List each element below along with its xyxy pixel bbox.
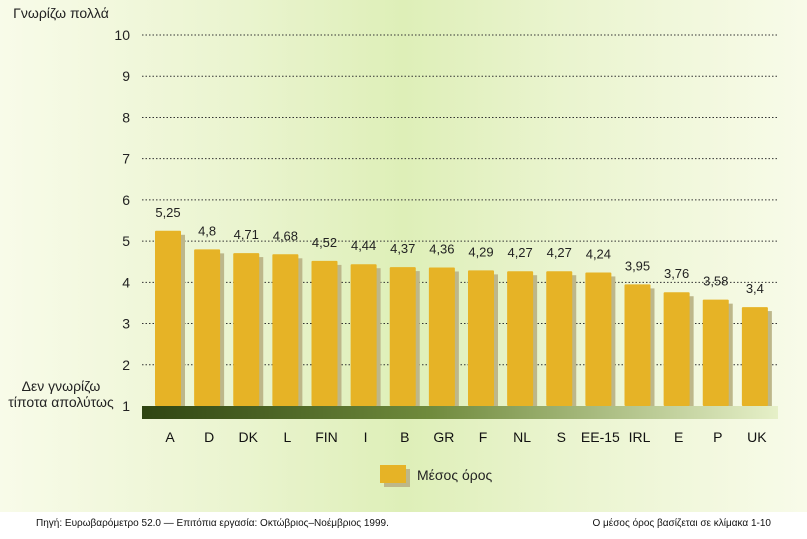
- source-note: Πηγή: Ευρωβαρόμετρο 52.0 — Επιτόπια εργα…: [36, 518, 389, 529]
- bar: [311, 260, 338, 406]
- value-label: 3,58: [703, 274, 728, 289]
- x-tick-label: B: [400, 429, 409, 445]
- y-tick-label: 5: [122, 233, 130, 249]
- y-tick-label: 2: [122, 357, 130, 373]
- x-tick-label: NL: [513, 429, 531, 445]
- x-tick-label: P: [713, 429, 722, 445]
- x-axis-band: [142, 406, 778, 419]
- value-label: 4,52: [312, 235, 337, 250]
- bar: [428, 267, 455, 406]
- bar: [546, 271, 573, 406]
- legend-label: Μέσος όρος: [417, 467, 493, 483]
- bar: [468, 270, 494, 406]
- bar-chart: 1 2 3 4 5 6 7 8 9 10 5,25 A 4,8 D 4,71 DK 4,68 L 4,52 FIN 4…: [114, 27, 778, 487]
- bar: [155, 230, 181, 406]
- y-tick-label: 8: [122, 109, 130, 125]
- y-tick-label: 3: [122, 316, 130, 332]
- bar: [507, 271, 534, 406]
- value-label: 4,24: [586, 246, 611, 261]
- value-label: 3,95: [625, 258, 650, 273]
- x-tick-label: S: [557, 429, 566, 445]
- x-tick-label: D: [204, 429, 214, 445]
- x-tick-label: IRL: [629, 429, 651, 445]
- y-tick-label: 7: [122, 151, 130, 167]
- bar: [350, 264, 377, 406]
- x-tick-label: I: [364, 429, 368, 445]
- y-tick-label: 10: [114, 27, 130, 43]
- legend-swatch: [380, 465, 406, 483]
- bar: [624, 284, 651, 406]
- x-tick-label: DK: [239, 429, 259, 445]
- value-label: 4,71: [234, 227, 259, 242]
- bar: [272, 254, 299, 406]
- value-label: 4,68: [273, 228, 298, 243]
- value-label: 4,27: [547, 245, 572, 260]
- x-tick-label: EE-15: [581, 429, 620, 445]
- x-tick-label: L: [283, 429, 291, 445]
- bar: [663, 292, 690, 406]
- x-tick-label: A: [165, 429, 175, 445]
- bar: [585, 272, 612, 406]
- y-axis-top-label: Γνωρίζω πολλά: [13, 5, 109, 21]
- value-label: 4,27: [507, 245, 532, 260]
- value-label: 3,76: [664, 266, 689, 281]
- value-label: 4,8: [198, 223, 216, 238]
- value-label: 4,44: [351, 238, 376, 253]
- x-tick-label: UK: [747, 429, 767, 445]
- value-label: 3,4: [746, 281, 764, 296]
- value-label: 4,37: [390, 241, 415, 256]
- y-tick-label: 1: [122, 398, 130, 414]
- value-label: 4,29: [468, 244, 493, 259]
- y-tick-label: 9: [122, 68, 130, 84]
- chart-background: [0, 0, 807, 512]
- y-axis-bottom-label: Δεν γνωρίζω τίποτα απολύτως: [8, 378, 114, 410]
- bar: [702, 299, 729, 406]
- x-tick-label: E: [674, 429, 683, 445]
- y-tick-label: 6: [122, 192, 130, 208]
- x-tick-label: F: [479, 429, 488, 445]
- x-tick-label: FIN: [315, 429, 338, 445]
- y-tick-label: 4: [122, 274, 130, 290]
- x-tick-label: GR: [433, 429, 454, 445]
- bar: [194, 249, 221, 406]
- bar: [741, 307, 768, 406]
- scale-note: Ο μέσος όρος βασίζεται σε κλίμακα 1-10: [592, 518, 771, 529]
- bar: [389, 267, 416, 406]
- bar: [233, 253, 260, 406]
- value-label: 5,25: [155, 205, 180, 220]
- value-label: 4,36: [429, 241, 454, 256]
